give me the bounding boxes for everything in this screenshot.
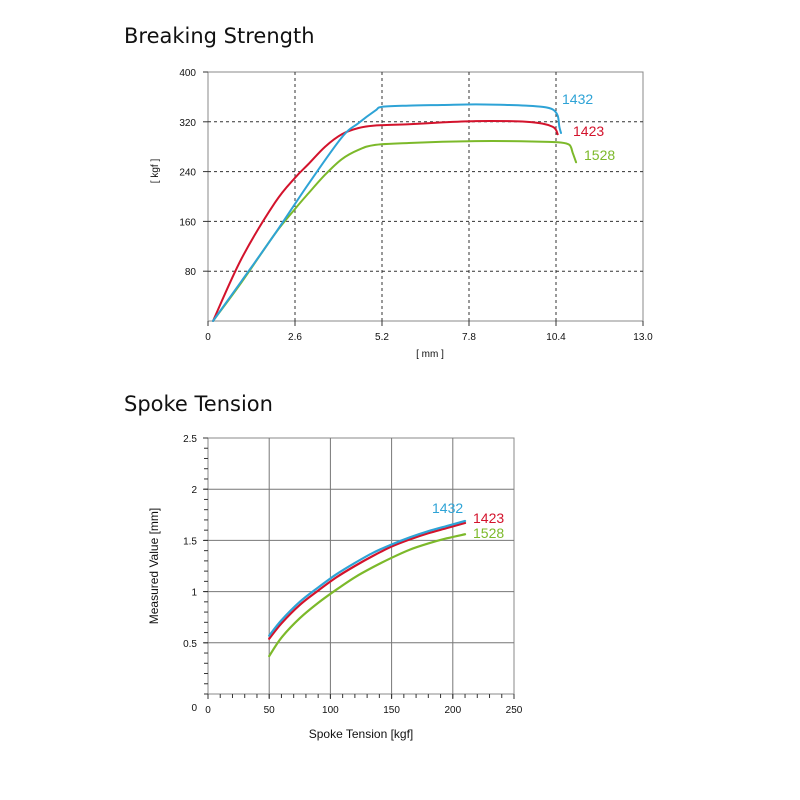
chart1-series-line-1432 [212, 103, 563, 322]
chart1-y-tick-label: 320 [179, 118, 196, 129]
chart2-x-axis-label: Spoke Tension [kgf] [309, 727, 414, 741]
chart2-x-tick-label: 100 [322, 705, 339, 716]
chart1-series-label-1528: 1528 [584, 147, 615, 163]
chart1-y-axis-label: [ kgf ] [150, 159, 161, 184]
chart1-y-tick-label: 240 [179, 168, 196, 179]
chart2-plot-area [207, 437, 515, 695]
chart1-plot-area [207, 71, 644, 322]
chart1-y-tick-label: 80 [185, 267, 197, 278]
chart1-x-tick-label: 13.0 [633, 332, 653, 343]
chart2-series-label-1423: 1423 [473, 510, 504, 526]
chart2-y-tick-label: 0.5 [183, 639, 197, 650]
chart2-x-tick-label: 0 [205, 705, 211, 716]
chart2-y-tick-label: 1.5 [183, 536, 197, 547]
chart1-x-axis-label: [ mm ] [416, 349, 444, 360]
chart2-series-line-1423 [268, 521, 467, 640]
chart1-y-tick-label: 400 [179, 68, 196, 79]
chart1-series-label-1423: 1423 [573, 123, 604, 139]
chart2-x-tick-label: 150 [383, 705, 400, 716]
chart1-x-tick-label: 7.8 [462, 332, 476, 343]
chart2-x-tick-label: 250 [506, 705, 523, 716]
chart2-origin-label: 0 [191, 703, 197, 714]
chart2-y-tick-label: 2.5 [183, 434, 197, 445]
chart2-x-tick-label: 200 [444, 705, 461, 716]
chart-title-breaking-strength: Breaking Strength [124, 24, 315, 48]
chart1-series-line-1528 [212, 140, 578, 322]
chart1-series-label-1432: 1432 [562, 91, 593, 107]
chart-title-spoke-tension: Spoke Tension [124, 392, 273, 416]
chart1-series-line-1423 [212, 120, 559, 322]
chart1-x-tick-label: 10.4 [546, 332, 566, 343]
chart2-series-label-1432: 1432 [432, 500, 463, 516]
chart1-y-tick-label: 160 [179, 217, 196, 228]
chart2-series-label-1528: 1528 [473, 525, 504, 541]
chart1-x-tick-label: 0 [205, 332, 211, 343]
chart1-x-tick-label: 2.6 [288, 332, 302, 343]
chart2-y-axis-label: Measured Value [mm] [147, 508, 161, 625]
chart2-series-line-1432 [268, 519, 467, 637]
chart2-series-line-1528 [268, 533, 467, 658]
chart2-x-tick-label: 50 [264, 705, 276, 716]
chart2-y-tick-label: 1 [191, 588, 197, 599]
chart2-y-tick-label: 2 [191, 485, 197, 496]
chart1-x-tick-label: 5.2 [375, 332, 389, 343]
